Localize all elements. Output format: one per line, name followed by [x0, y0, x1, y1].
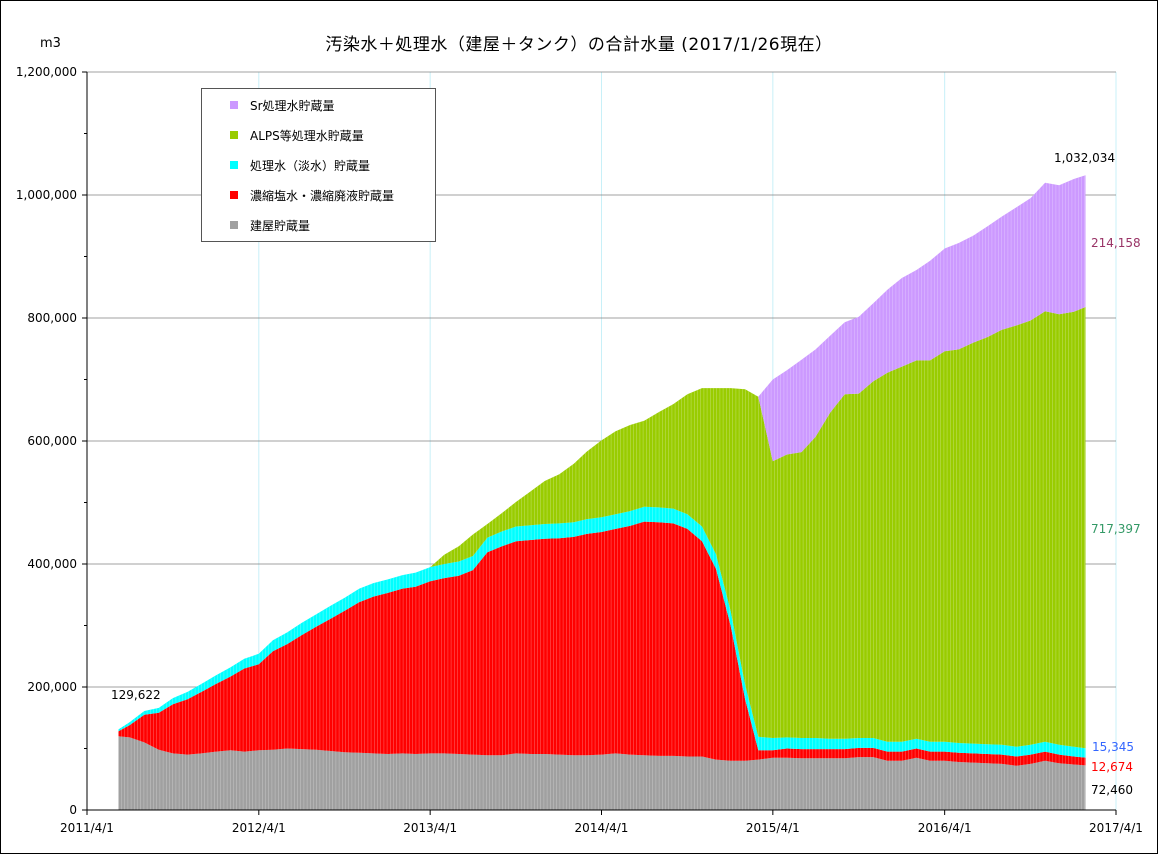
- legend-item-sr: Sr処理水貯蔵量: [230, 97, 335, 113]
- data-label-end-building: 72,460: [1091, 783, 1133, 797]
- chart-title: 汚染水＋処理水（建屋＋タンク）の合計水量 (2017/1/26現在）: [325, 35, 833, 55]
- legend-swatch-building: [230, 221, 238, 229]
- y-tick-label: 200,000: [27, 680, 77, 694]
- y-tick-label: 800,000: [27, 311, 77, 325]
- area-band: [118, 175, 1086, 730]
- area-band: [118, 521, 1086, 766]
- column-striping: [121, 175, 1085, 810]
- x-tick-label: 2012/4/1: [232, 821, 286, 835]
- legend-swatch-alps: [230, 131, 238, 139]
- legend-item-brine: 濃縮塩水・濃縮廃液貯蔵量: [230, 187, 394, 203]
- y-tick-label: 1,200,000: [16, 65, 77, 79]
- legend-item-building: 建屋貯蔵量: [230, 217, 310, 233]
- x-tick-label: 2014/4/1: [575, 821, 629, 835]
- chart-legend: Sr処理水貯蔵量 ALPS等処理水貯蔵量 処理水（淡水）貯蔵量 濃縮塩水・濃縮廃…: [201, 88, 436, 242]
- legend-label-building: 建屋貯蔵量: [250, 218, 311, 233]
- legend-swatch-sr: [230, 101, 238, 109]
- data-label-end-alps: 717,397: [1091, 522, 1141, 536]
- legend-label-alps: ALPS等処理水貯蔵量: [250, 128, 364, 143]
- x-tick-label: 2011/4/1: [60, 821, 114, 835]
- y-tick-label: 0: [69, 803, 77, 817]
- area-band: [118, 307, 1086, 749]
- legend-swatch-brine: [230, 191, 238, 199]
- legend-item-fresh: 処理水（淡水）貯蔵量: [230, 157, 370, 173]
- data-label-end-sr: 214,158: [1091, 236, 1141, 250]
- legend-label-fresh: 処理水（淡水）貯蔵量: [250, 158, 371, 173]
- data-label-end-total: 1,032,034: [1054, 151, 1116, 165]
- legend-swatch-fresh: [230, 161, 238, 169]
- data-label-start-total: 129,622: [111, 688, 161, 702]
- x-tick-label: 2016/4/1: [918, 821, 972, 835]
- legend-item-alps: ALPS等処理水貯蔵量: [230, 127, 364, 143]
- data-label-end-brine: 12,674: [1091, 760, 1133, 774]
- legend-label-brine: 濃縮塩水・濃縮廃液貯蔵量: [250, 188, 395, 203]
- y-tick-label: 600,000: [27, 434, 77, 448]
- legend-label-sr: Sr処理水貯蔵量: [250, 98, 335, 113]
- y-tick-label: 400,000: [27, 557, 77, 571]
- y-axis-unit-label: m3: [40, 36, 61, 51]
- data-label-end-fresh: 15,345: [1092, 740, 1134, 754]
- area-band: [118, 736, 1086, 810]
- y-tick-label: 1,000,000: [16, 188, 77, 202]
- x-tick-label: 2013/4/1: [403, 821, 457, 835]
- x-tick-label: 2017/4/1: [1089, 821, 1143, 835]
- x-tick-label: 2015/4/1: [746, 821, 800, 835]
